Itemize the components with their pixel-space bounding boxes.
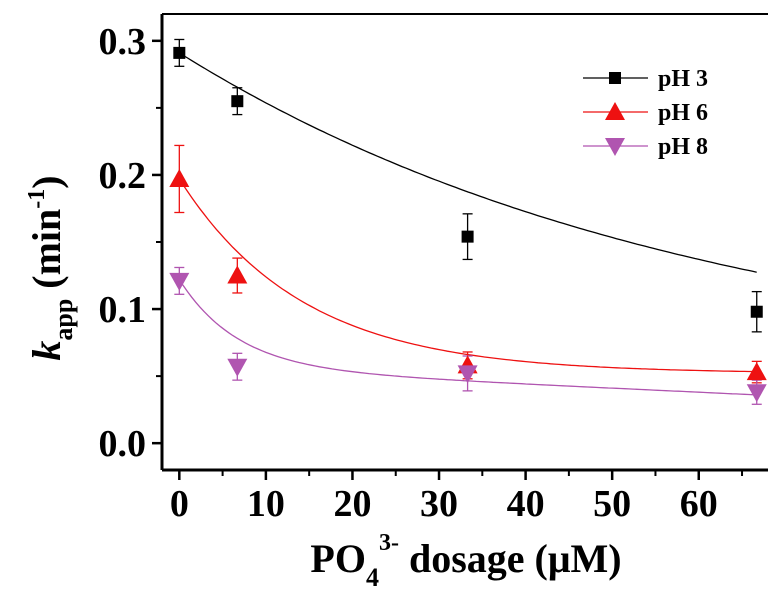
y-tick-label: 0.0 [99, 423, 147, 465]
data-point [169, 272, 190, 291]
fit-curve-2 [178, 178, 757, 373]
x-axis-label-sub: 4 [366, 563, 379, 592]
legend-label: pH 8 [658, 134, 708, 160]
data-point [173, 46, 186, 59]
y-axis-label-tail: ) [24, 175, 69, 188]
legend-label: pH 3 [658, 66, 708, 92]
x-tick-label: 0 [170, 483, 189, 525]
x-tick-label: 50 [593, 483, 631, 525]
x-tick-label: 40 [507, 483, 545, 525]
x-axis-label-tail: dosage (μM) [399, 536, 622, 581]
legend: pH 3 pH 6 pH 8 [583, 66, 708, 160]
legend-label: pH 6 [658, 100, 708, 126]
legend-marker [605, 102, 625, 120]
y-tick-label: 0.2 [99, 155, 147, 197]
y-tick-label: 0.3 [99, 21, 147, 63]
error-bars [174, 38, 762, 405]
data-point [746, 362, 767, 381]
data-point [750, 305, 763, 318]
x-axis-label-main: PO [310, 536, 366, 581]
axis-ticks: 0 10 20 30 40 50 60 0.0 0.1 0.2 0.3 [99, 21, 744, 525]
fit-curve-1 [178, 52, 757, 273]
data-points [169, 46, 767, 403]
x-axis-label: PO43- dosage (μM) [310, 530, 621, 592]
data-point [746, 384, 767, 403]
data-point [457, 365, 478, 384]
x-axis-label-sup: 3- [379, 530, 399, 556]
legend-marker [609, 72, 621, 84]
data-point [227, 358, 248, 377]
data-point [461, 230, 474, 243]
y-axis-label-sup: -1 [24, 189, 50, 209]
data-point [169, 168, 190, 187]
y-axis-label-k: k [24, 341, 69, 361]
data-point [231, 95, 244, 108]
y-axis-label-main: (min [24, 209, 69, 299]
x-tick-label: 20 [333, 483, 371, 525]
y-axis-label: kapp (min-1) [24, 175, 78, 360]
legend-marker [605, 138, 625, 156]
x-tick-label: 30 [420, 483, 458, 525]
data-point [227, 265, 248, 284]
x-tick-label: 60 [680, 483, 718, 525]
y-axis-label-sub: app [49, 299, 78, 341]
y-tick-label: 0.1 [99, 289, 147, 331]
x-tick-label: 10 [247, 483, 285, 525]
